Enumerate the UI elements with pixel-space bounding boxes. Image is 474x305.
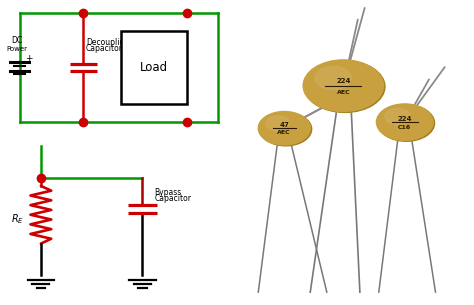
Circle shape: [315, 66, 351, 90]
Text: Capacitor: Capacitor: [155, 194, 191, 203]
Text: Bypass: Bypass: [155, 188, 182, 197]
Circle shape: [258, 112, 310, 145]
Text: AEC: AEC: [337, 90, 350, 95]
Circle shape: [266, 116, 290, 131]
Text: 47: 47: [279, 122, 289, 128]
Circle shape: [303, 60, 383, 112]
Circle shape: [260, 113, 312, 146]
Text: DC: DC: [12, 36, 23, 45]
Text: AEC: AEC: [277, 130, 291, 135]
Text: 224: 224: [336, 78, 351, 84]
Text: Load: Load: [140, 61, 168, 74]
Text: -: -: [25, 65, 29, 75]
Text: C16: C16: [398, 125, 411, 130]
Circle shape: [385, 109, 410, 125]
Circle shape: [378, 105, 435, 141]
Text: 224: 224: [398, 116, 412, 122]
Circle shape: [305, 61, 385, 113]
Text: $R_E$: $R_E$: [11, 212, 24, 226]
Text: Capacitor: Capacitor: [86, 44, 123, 53]
Text: +: +: [25, 54, 33, 63]
Bar: [121, 31, 187, 104]
Text: Decoupling: Decoupling: [86, 38, 129, 47]
Text: Power: Power: [7, 46, 28, 52]
Circle shape: [376, 104, 433, 140]
